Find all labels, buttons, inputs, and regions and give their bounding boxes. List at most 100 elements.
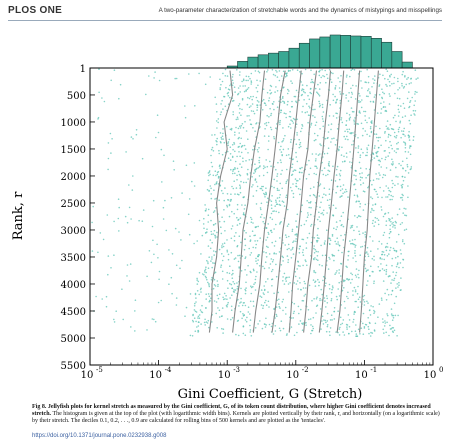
- scatter-point: [265, 299, 267, 302]
- scatter-point: [282, 276, 284, 278]
- scatter-point: [325, 306, 327, 308]
- scatter-point: [152, 199, 155, 202]
- scatter-point: [223, 292, 226, 295]
- scatter-point: [264, 128, 266, 130]
- scatter-point: [247, 168, 249, 171]
- scatter-point: [237, 170, 240, 173]
- scatter-point: [274, 240, 277, 243]
- scatter-point: [321, 315, 324, 318]
- scatter-point: [212, 233, 214, 235]
- scatter-point: [254, 179, 257, 181]
- scatter-point: [290, 249, 292, 251]
- scatter-point: [180, 239, 182, 241]
- scatter-point: [317, 251, 319, 253]
- scatter-point: [227, 301, 229, 304]
- scatter-point: [205, 266, 207, 268]
- scatter-point: [342, 239, 345, 241]
- scatter-point: [298, 146, 301, 149]
- scatter-point: [347, 279, 350, 281]
- scatter-point: [226, 303, 229, 306]
- scatter-point: [339, 326, 341, 329]
- scatter-point: [275, 168, 277, 171]
- scatter-point: [310, 223, 313, 226]
- scatter-point: [189, 334, 192, 337]
- scatter-point: [348, 92, 350, 94]
- scatter-point: [391, 289, 394, 292]
- scatter-point: [205, 307, 207, 309]
- scatter-points: [91, 68, 419, 338]
- scatter-point: [381, 97, 384, 100]
- scatter-point: [252, 246, 254, 249]
- y-tick-label: 4500: [61, 307, 86, 318]
- scatter-point: [122, 318, 124, 321]
- scatter-point: [290, 138, 292, 141]
- scatter-point: [302, 88, 305, 91]
- scatter-point: [280, 145, 282, 148]
- scatter-point: [375, 133, 378, 135]
- scatter-point: [248, 115, 250, 117]
- scatter-point: [103, 100, 106, 103]
- scatter-point: [390, 328, 393, 330]
- scatter-point: [292, 122, 295, 124]
- scatter-point: [295, 238, 298, 240]
- scatter-point: [279, 194, 282, 196]
- scatter-point: [241, 123, 244, 125]
- scatter-point: [329, 319, 332, 321]
- scatter-point: [368, 135, 371, 137]
- scatter-point: [392, 314, 395, 317]
- scatter-point: [378, 146, 380, 149]
- scatter-point: [323, 75, 326, 78]
- scatter-point: [380, 166, 383, 168]
- scatter-point: [95, 295, 97, 298]
- scatter-point: [359, 95, 361, 97]
- scatter-point: [371, 120, 373, 122]
- scatter-point: [311, 299, 313, 302]
- scatter-point: [402, 179, 405, 182]
- scatter-point: [401, 160, 404, 163]
- scatter-point: [286, 208, 289, 211]
- scatter-point: [326, 320, 329, 322]
- scatter-point: [285, 313, 287, 315]
- x-tick-label: 10: [81, 370, 94, 381]
- scatter-point: [208, 326, 210, 329]
- scatter-point: [181, 259, 183, 262]
- scatter-point: [386, 120, 389, 122]
- scatter-point: [290, 127, 292, 129]
- scatter-point: [359, 167, 362, 169]
- scatter-point: [292, 196, 295, 198]
- scatter-point: [312, 108, 314, 111]
- scatter-point: [349, 282, 352, 284]
- scatter-point: [272, 73, 275, 76]
- scatter-point: [216, 280, 219, 282]
- scatter-point: [226, 125, 228, 128]
- scatter-point: [291, 166, 293, 169]
- scatter-point: [210, 187, 212, 190]
- scatter-point: [308, 232, 311, 235]
- scatter-point: [299, 71, 301, 73]
- scatter-point: [280, 109, 282, 111]
- doi-link[interactable]: https://doi.org/10.1371/journal.pone.023…: [32, 433, 167, 439]
- scatter-point: [230, 129, 233, 131]
- scatter-point: [270, 114, 272, 117]
- scatter-point: [110, 267, 112, 269]
- scatter-point: [258, 159, 260, 162]
- scatter-point: [348, 332, 350, 335]
- scatter-point: [311, 78, 313, 81]
- scatter-point: [124, 215, 127, 218]
- scatter-point: [378, 270, 381, 272]
- scatter-point: [349, 116, 352, 119]
- scatter-point: [298, 312, 300, 315]
- scatter-point: [249, 254, 251, 256]
- scatter-point: [270, 207, 273, 210]
- scatter-point: [397, 262, 399, 264]
- scatter-point: [353, 183, 355, 186]
- scatter-point: [352, 321, 354, 323]
- scatter-point: [232, 82, 234, 84]
- scatter-point: [259, 237, 262, 239]
- scatter-point: [204, 83, 207, 86]
- scatter-point: [247, 87, 250, 89]
- scatter-point: [227, 258, 230, 261]
- scatter-point: [276, 76, 279, 78]
- scatter-point: [296, 225, 298, 228]
- scatter-point: [314, 281, 316, 284]
